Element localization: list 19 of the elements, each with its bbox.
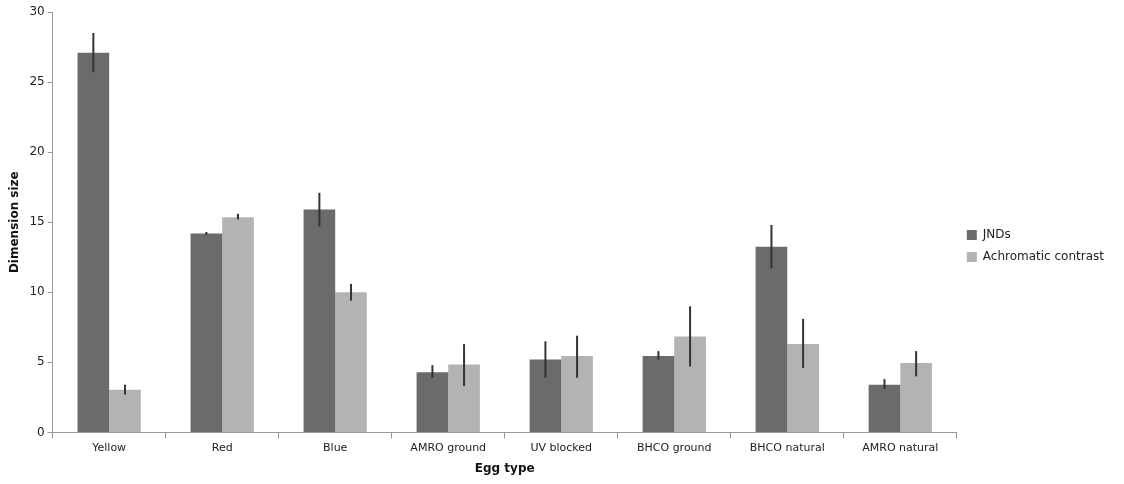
y-tick-label: 10	[29, 284, 45, 299]
y-tick-label: 20	[29, 144, 45, 159]
x-tick-label: AMRO natural	[862, 440, 939, 454]
x-tick-label: Blue	[323, 440, 348, 454]
y-tick-label: 0	[37, 424, 45, 439]
legend-label: Achromatic contrast	[982, 249, 1105, 264]
y-tick-label: 25	[29, 74, 45, 89]
y-tick-label: 15	[29, 214, 45, 229]
x-tick-label: BHCO ground	[636, 440, 712, 454]
x-tick-label: Red	[211, 440, 233, 454]
x-axis-title: Egg type	[474, 460, 535, 475]
x-tick-label: UV blocked	[530, 440, 593, 454]
x-tick-label: BHCO natural	[749, 440, 825, 454]
x-tick-label: AMRO ground	[410, 440, 487, 454]
legend-label: JNDs	[981, 227, 1011, 242]
x-tick-label: Yellow	[91, 440, 127, 454]
y-axis-title: Dimension size	[7, 171, 22, 274]
y-tick-label: 5	[37, 354, 45, 369]
y-tick-label: 30	[29, 4, 45, 19]
